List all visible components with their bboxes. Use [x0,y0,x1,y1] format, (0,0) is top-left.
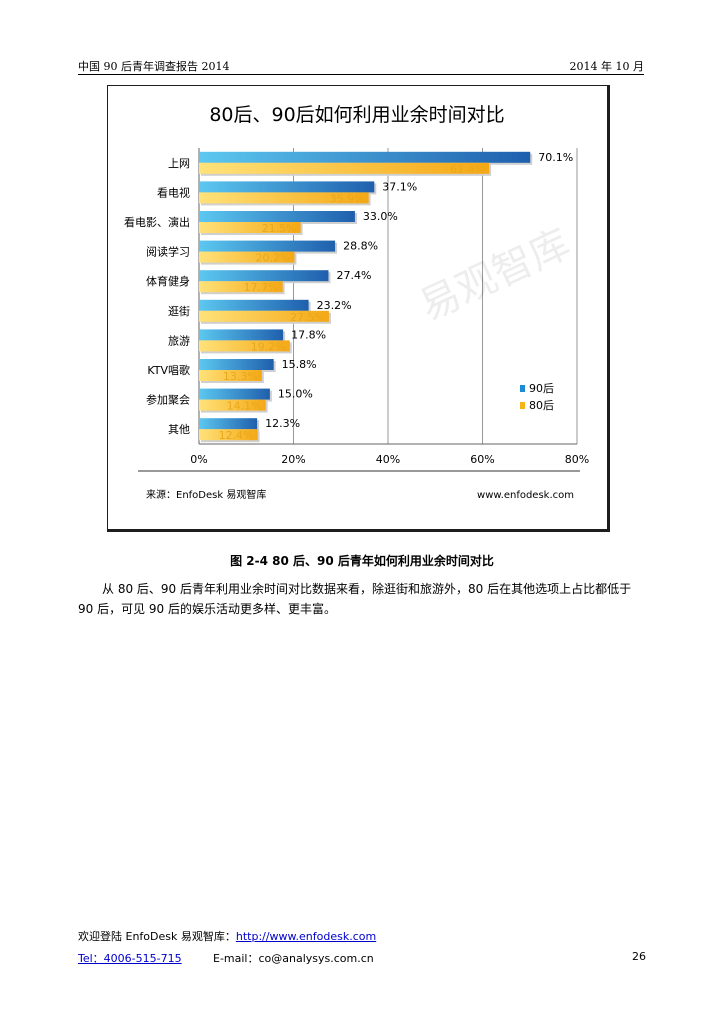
chart-title: 80后、90后如何利用业余时间对比 [209,104,504,126]
data-label-90s: 12.3% [265,417,300,430]
data-label-90s: 37.1% [382,180,417,193]
data-label-80s: 27.5% [290,311,325,324]
footer-welcome: 欢迎登陆 EnfoDesk 易观智库： [78,930,236,943]
data-label-90s: 17.8% [291,328,326,341]
data-label-80s: 61.4% [450,163,485,176]
data-label-90s: 33.0% [363,210,398,223]
body-paragraph: 从 80 后、90 后青年利用业余时间对比数据来看，除逛街和旅游外，80 后在其… [78,582,632,616]
data-label-90s: 70.1% [538,151,573,164]
bar-90s [199,240,336,252]
x-tick-label: 0% [190,453,207,466]
x-tick-label: 40% [376,453,400,466]
chart-source: 来源：EnfoDesk 易观智库 [146,488,266,501]
data-label-80s: 12.4% [219,429,254,442]
page-number: 26 [632,950,646,963]
bar-90s [199,359,274,370]
data-label-80s: 14.1% [227,400,262,413]
bar-80s [199,162,490,174]
x-tick-label: 20% [281,453,305,466]
bar-80s [199,399,266,411]
category-label: KTV唱歌 [147,363,190,377]
bar-90s [199,299,309,311]
bar-chart: 80后、90后如何利用业余时间对比 0% 20% 40% 60% 80% 上网 70.1% 61… [124,104,589,501]
data-label-80s: 19.2% [251,340,286,353]
bar-90s [199,181,375,193]
bar-90s [199,388,270,400]
data-label-80s: 13.3% [223,370,258,383]
page-header: 中国 90 后青年调查报告 2014 2014 年 10 月 [78,58,644,75]
data-label-80s: 21.5% [262,222,297,235]
bar-80s [199,310,329,322]
watermark-text: 易观智库 [413,221,577,330]
legend-swatch [520,402,525,409]
category-label: 上网 [168,157,190,170]
bar-80s [199,222,301,233]
x-tick-label: 60% [470,453,494,466]
data-label-90s: 23.2% [317,299,352,312]
data-label-90s: 27.4% [336,269,371,282]
bar-90s [199,270,329,282]
legend-label: 90后 [529,382,554,395]
bar-80s [199,281,283,293]
x-tick-label: 80% [565,453,589,466]
category-label: 逛街 [168,304,190,318]
data-label-90s: 28.8% [343,240,378,253]
legend-label: 80后 [529,399,554,412]
data-label-90s: 15.8% [282,358,317,371]
figure-caption: 图 2-4 80 后、90 后青年如何利用业余时间对比 [230,554,494,568]
chart-website: www.enfodesk.com [477,490,574,501]
data-label-80s: 17.7% [244,281,279,294]
bar-90s [199,418,258,430]
legend-swatch [520,385,525,392]
data-label-80s: 35.9% [330,192,365,205]
footer-email: E-mail：co@analysys.com.cn [213,952,374,965]
bar-90s [199,329,284,341]
bar-80s [199,370,262,381]
category-label: 体育健身 [146,274,190,288]
category-label: 看电影、演出 [124,215,190,229]
bar-80s [199,192,369,204]
bar-90s [199,151,531,163]
category-label: 阅读学习 [146,245,190,259]
bar-90s [199,211,355,222]
category-label: 旅游 [168,333,190,347]
data-label-80s: 20.2% [255,252,290,265]
footer-line-1: 欢迎登陆 EnfoDesk 易观智库：http://www.enfodesk.c… [78,928,646,944]
bar-80s [199,340,290,352]
category-label: 其他 [168,423,190,436]
footer-tel[interactable]: Tel：4006-515-715 [78,952,182,965]
bar-80s [199,251,295,263]
data-label-90s: 15.0% [278,388,313,401]
category-label: 看电视 [157,185,190,199]
report-title-header: 中国 90 后青年调查报告 2014 [78,60,230,73]
category-label: 参加聚会 [146,393,190,407]
footer-url-link[interactable]: http://www.enfodesk.com [235,930,377,943]
bar-80s [199,429,258,441]
report-date-header: 2014 年 10 月 [569,60,644,73]
chart-frame: 80后、90后如何利用业余时间对比 0% 20% 40% 60% 80% 上网 70.1% 61… [107,85,610,532]
